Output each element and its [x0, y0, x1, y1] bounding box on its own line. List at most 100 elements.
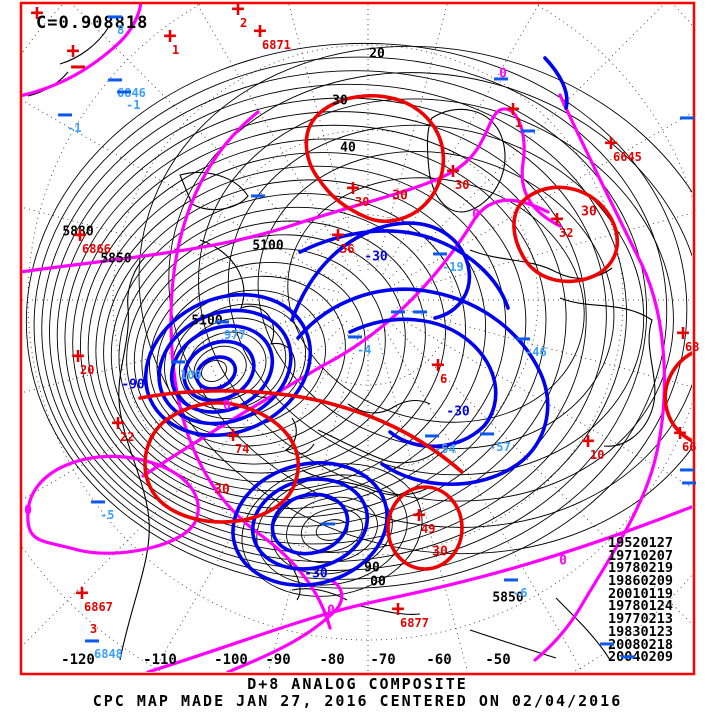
marker-value: 10 [590, 448, 605, 462]
longitude-label: -100 [214, 652, 248, 668]
longitude-label: -60 [426, 652, 452, 668]
marker-value: 32 [559, 226, 574, 240]
longitude-label: -120 [61, 652, 95, 668]
marker-value: 30 [355, 195, 370, 209]
minus-anomaly-marker: − [599, 629, 615, 659]
marker-value: -54 [434, 442, 456, 456]
marker-value: 6 [440, 372, 448, 386]
plus-anomaly-marker: + [226, 423, 240, 448]
marker-value: 8 [117, 23, 125, 37]
contour-label: -30 [364, 249, 388, 265]
marker-value: 6645 [613, 150, 642, 164]
marker-value: -5 [100, 508, 115, 522]
map-subtitle: CPC MAP MADE JAN 27, 2016 CENTERED ON 02… [92, 692, 623, 710]
minus-anomaly-marker: − [320, 509, 336, 539]
plus-anomaly-marker: + [73, 223, 87, 248]
marker-value: -1 [126, 98, 141, 112]
contour-label: 0 [327, 603, 335, 619]
minus-anomaly-marker: − [424, 421, 440, 451]
marker-value: -6 [513, 586, 528, 600]
minus-anomaly-marker: − [57, 100, 73, 130]
minus-anomaly-marker: − [679, 455, 695, 485]
plus-anomaly-marker: + [446, 159, 460, 184]
map-title: D+8 ANALOG COMPOSITE [247, 675, 468, 693]
plus-anomaly-marker: + [75, 581, 89, 606]
contour-label: 5850 [492, 590, 524, 606]
contour-label: 0 [499, 66, 507, 82]
plus-anomaly-marker: + [30, 1, 44, 26]
contour-label: 5850 [100, 251, 132, 267]
plus-anomaly-marker: + [431, 353, 445, 378]
marker-value: 66 [682, 440, 697, 454]
longitude-label: -110 [143, 652, 177, 668]
contour-label: 0 [24, 503, 32, 519]
contour-label: 5100 [252, 238, 284, 254]
contour-label: 5880 [62, 224, 94, 240]
contour-label: 30 [332, 93, 348, 109]
contour-label: -30 [446, 404, 470, 420]
marker-value: 977 [224, 328, 246, 342]
marker-value: 49 [421, 522, 436, 536]
minus-anomaly-marker: − [390, 297, 406, 327]
marker-value: 100 [180, 368, 202, 382]
plus-anomaly-marker: + [346, 176, 360, 201]
contour-label: -30 [304, 566, 328, 582]
analog-date-item: 19710207 [608, 547, 674, 564]
marker-value: -57 [489, 440, 511, 454]
analog-date-item: 19520127 [608, 535, 674, 551]
marker-value: 6848 [94, 647, 123, 661]
contour-label: 0 [559, 553, 567, 569]
analog-date-item: 19860209 [608, 573, 674, 590]
marker-value: 1 [172, 43, 180, 57]
contour-label: 30 [432, 544, 448, 560]
plus-anomaly-marker: + [253, 19, 267, 44]
plus-anomaly-marker: + [111, 411, 125, 436]
contour-label: 0 [223, 398, 231, 414]
analog-date-item: 19780124 [608, 598, 674, 615]
analog-dates-list: 19520127 19710207 19780219 19860209 20010119… [608, 535, 694, 664]
plus-anomaly-marker: + [604, 131, 618, 156]
plus-anomaly-marker: + [163, 24, 177, 49]
contour-label: 30 [214, 482, 230, 498]
marker-value: 1 [515, 116, 523, 130]
marker-value: 6866 [82, 242, 111, 256]
marker-value: 74 [235, 442, 250, 456]
minus-anomaly-marker: − [250, 181, 266, 211]
marker-value: -46 [525, 345, 547, 359]
plus-anomaly-marker: + [66, 39, 80, 64]
plus-anomaly-marker: + [506, 97, 520, 122]
marker-value: -1 [67, 121, 82, 135]
contour-label: 90 [364, 560, 380, 576]
plus-anomaly-marker: + [391, 597, 405, 622]
marker-value: -19 [442, 260, 464, 274]
longitude-label: -90 [265, 652, 291, 668]
marker-value: 2 [240, 16, 248, 30]
minus-anomaly-marker: − [116, 77, 132, 107]
analog-date-item: 20080218 [608, 636, 674, 653]
coastlines [27, 27, 656, 661]
minus-anomaly-marker: − [432, 239, 448, 269]
analog-date-item: 20010119 [608, 585, 674, 602]
plus-anomaly-marker: + [71, 344, 85, 369]
minus-anomaly-marker: − [170, 347, 186, 377]
marker-value: 36 [340, 242, 355, 256]
marker-value: 30 [455, 178, 470, 192]
contour-label: 5100 [191, 313, 223, 329]
analog-date-item: 19830123 [608, 623, 674, 640]
marker-value: 22 [120, 430, 135, 444]
plus-anomaly-marker: + [550, 207, 564, 232]
longitude-label: -70 [370, 652, 396, 668]
contour-label: 00 [370, 574, 386, 590]
marker-value: 6846 [117, 86, 146, 100]
minus-anomaly-marker: − [347, 322, 363, 352]
minus-anomaly-marker: − [84, 626, 100, 656]
plus-anomaly-marker: + [673, 421, 687, 446]
marker-value: 20 [80, 363, 95, 377]
minus-anomaly-marker: − [107, 2, 123, 32]
analog-date-item: 19780219 [608, 560, 674, 577]
correlation-value: C=0.908818 [36, 13, 149, 33]
plus-anomaly-marker: + [231, 0, 245, 22]
contour-label: 30 [581, 204, 597, 220]
